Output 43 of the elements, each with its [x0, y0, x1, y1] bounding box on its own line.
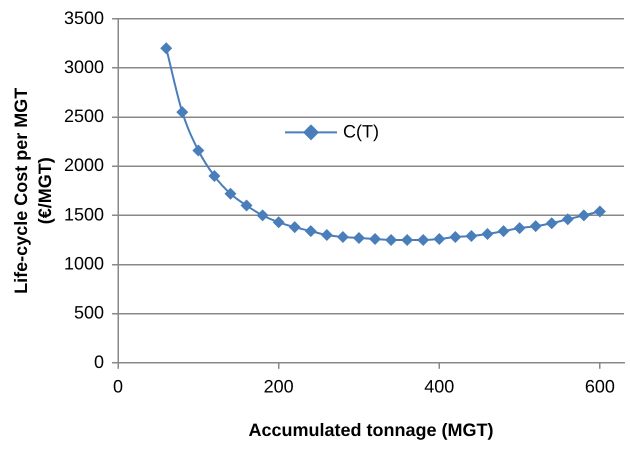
- point: [256, 209, 269, 222]
- point: [272, 216, 285, 228]
- point: [176, 106, 188, 118]
- y-tick-label: 2500: [64, 106, 104, 126]
- point: [224, 188, 236, 200]
- point: [369, 232, 382, 245]
- point: [530, 220, 542, 232]
- point: [562, 213, 574, 226]
- point: [417, 234, 430, 246]
- y-tick-label: 500: [74, 302, 104, 323]
- point: [320, 229, 333, 242]
- point: [385, 234, 398, 246]
- point: [336, 230, 349, 243]
- y-tick-label: 3500: [64, 8, 104, 28]
- point: [481, 228, 494, 240]
- x-tick-label: 200: [264, 376, 294, 397]
- point: [304, 225, 317, 238]
- point: [514, 222, 526, 234]
- point: [240, 200, 253, 212]
- point: [352, 232, 365, 244]
- point: [449, 230, 462, 243]
- legend-label: C(T): [343, 121, 379, 142]
- point: [208, 170, 220, 182]
- point: [546, 217, 558, 230]
- point: [160, 42, 172, 54]
- y-tick-label: 1000: [64, 253, 104, 274]
- point: [192, 144, 204, 157]
- y-tick-label: 0: [94, 352, 104, 372]
- point: [578, 209, 590, 222]
- point: [433, 232, 446, 245]
- y-axis-title: Life-cycle Cost per MGT (€/MGT): [10, 88, 55, 294]
- y-tick-label: 2000: [64, 155, 104, 176]
- x-tick-label: 0: [113, 376, 124, 397]
- point: [465, 230, 478, 242]
- point: [288, 221, 301, 234]
- x-axis-title: Accumulated tonnage (MGT): [248, 420, 494, 440]
- point: [498, 225, 510, 238]
- y-tick-label: 3000: [64, 56, 104, 77]
- y-tick-label: 1500: [64, 204, 104, 224]
- point: [401, 234, 414, 246]
- point: [594, 205, 606, 218]
- x-tick-label: 600: [584, 376, 615, 397]
- x-tick-label: 400: [424, 376, 454, 397]
